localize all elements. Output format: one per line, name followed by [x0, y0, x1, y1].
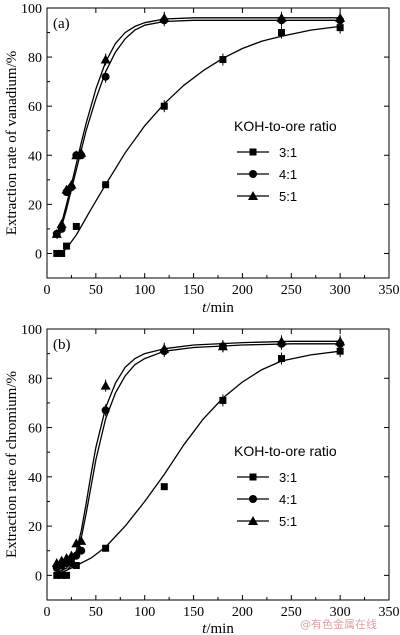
data-point-square [102, 544, 110, 552]
legend-title: KOH-to-ore ratio [234, 443, 337, 459]
data-point-square [160, 102, 168, 110]
y-tick-label: 0 [35, 247, 42, 262]
data-point-triangle [61, 553, 72, 563]
data-point-circle [101, 72, 110, 81]
x-tick-label: 50 [89, 605, 103, 620]
y-tick-label: 80 [28, 372, 42, 387]
plot-frame [46, 7, 390, 279]
legend-entry: 5:1 [279, 189, 297, 204]
data-point-circle [77, 546, 86, 555]
legend-entry: 3:1 [279, 470, 297, 485]
data-point-square [278, 355, 286, 363]
data-point-square [63, 242, 71, 250]
legend-marker-circle [249, 170, 257, 178]
legend-entry: 3:1 [279, 145, 297, 160]
y-tick-label: 100 [21, 2, 42, 17]
x-tick-label: 250 [281, 283, 302, 298]
x-tick-label: 150 [183, 605, 204, 620]
x-tick-label: 50 [89, 283, 103, 298]
x-axis-title: t/min [202, 621, 234, 635]
watermark: @有色金属在线 [300, 617, 377, 631]
data-point-triangle [335, 336, 346, 346]
data-point-square [72, 222, 80, 230]
x-tick-label: 250 [281, 605, 302, 620]
y-axis-title: Extraction rate of chromium/% [4, 371, 20, 558]
data-point-square [278, 29, 286, 37]
panel-label: (a) [53, 16, 70, 32]
data-point-triangle [51, 228, 62, 238]
legend-marker-triangle [248, 191, 258, 200]
data-point-square [336, 24, 344, 32]
legend-entry: 4:1 [279, 492, 297, 507]
legend-marker-square [249, 473, 257, 481]
data-point-triangle [100, 380, 111, 390]
chart-panel-b: 0 50 100 150 200 250 300 350 0 20 40 60 80 100 (b) Extr… [4, 323, 400, 635]
x-tick-label: 0 [44, 283, 51, 298]
x-tick-label: 200 [232, 283, 253, 298]
data-point-square [219, 56, 227, 64]
data-point-triangle [56, 219, 67, 228]
x-tick-label: 100 [134, 605, 155, 620]
data-point-triangle [71, 538, 82, 548]
data-point-square [53, 249, 61, 257]
legend-marker-square [249, 148, 257, 156]
data-point-triangle [76, 535, 87, 545]
series-line-square [56, 25, 341, 255]
x-tick-label: 100 [134, 283, 155, 298]
data-point-triangle [51, 558, 62, 568]
data-point-triangle [66, 550, 77, 560]
data-point-triangle [61, 184, 72, 194]
x-tick-label: 300 [330, 605, 351, 620]
data-point-triangle [71, 150, 82, 160]
x-tick-label: 350 [379, 283, 400, 298]
plot-frame [46, 328, 390, 601]
x-tick-label: 150 [183, 283, 204, 298]
data-point-triangle [217, 341, 228, 351]
x-tick-label: 0 [44, 605, 51, 620]
data-point-square [63, 571, 71, 579]
x-axis-title: t/min [202, 300, 234, 316]
y-tick-label: 0 [35, 569, 42, 584]
data-point-triangle [159, 12, 170, 22]
data-point-square [72, 562, 80, 570]
data-point-square [219, 396, 227, 404]
y-tick-label: 40 [28, 149, 42, 164]
legend-entry: 4:1 [279, 167, 297, 182]
data-point-triangle [76, 147, 87, 157]
y-tick-label: 20 [28, 520, 42, 535]
chart-panel-a: 0 50 100 150 200 250 300 350 0 20 40 60 80 100 (a) Extr… [4, 2, 400, 316]
legend-marker-circle [249, 495, 257, 503]
data-point-triangle [276, 12, 287, 22]
legend-marker-triangle [248, 516, 258, 525]
legend-entry: 5:1 [279, 514, 297, 529]
data-point-triangle [276, 336, 287, 346]
x-tick-label: 200 [232, 605, 253, 620]
series-line-triangle [56, 340, 341, 574]
y-tick-label: 40 [28, 471, 42, 486]
y-tick-label: 20 [28, 198, 42, 213]
data-point-triangle [56, 555, 67, 565]
y-axis-title: Extraction rate of vanadium/% [4, 51, 20, 236]
data-point-square [53, 571, 61, 579]
data-point-square [336, 347, 344, 355]
panel-label: (b) [53, 337, 71, 353]
x-tick-label: 300 [330, 283, 351, 298]
data-point-square [102, 181, 110, 189]
y-tick-label: 60 [28, 422, 42, 437]
data-point-triangle [100, 54, 111, 64]
legend-title: KOH-to-ore ratio [234, 118, 337, 134]
data-point-triangle [66, 179, 77, 189]
data-point-square [58, 571, 66, 579]
data-point-square [160, 483, 168, 491]
data-point-triangle [335, 12, 346, 22]
y-tick-label: 60 [28, 100, 42, 115]
y-tick-label: 80 [28, 51, 42, 66]
x-tick-label: 350 [379, 605, 400, 620]
data-point-triangle [159, 343, 170, 353]
series-line-square [56, 350, 341, 575]
data-point-square [58, 249, 66, 257]
y-tick-label: 100 [21, 323, 42, 338]
